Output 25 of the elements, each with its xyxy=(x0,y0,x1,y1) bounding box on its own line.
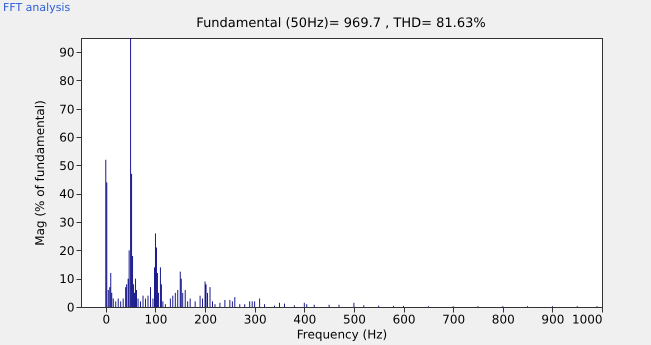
x-tick-label: 200 xyxy=(194,312,217,326)
x-axis-title: Frequency (Hz) xyxy=(296,328,388,342)
x-tick-label: 600 xyxy=(392,312,416,326)
y-tick-label: 20 xyxy=(59,244,74,258)
x-tick-label: 1000 xyxy=(572,312,602,326)
x-tick-label: 700 xyxy=(442,312,466,326)
x-tick-label: 800 xyxy=(492,312,515,326)
x-tick-label: 400 xyxy=(293,312,316,326)
x-tick-label: 100 xyxy=(144,312,168,326)
y-tick-label: 30 xyxy=(59,216,74,230)
y-tick-label: 60 xyxy=(59,130,74,145)
chart-title: Fundamental (50Hz)= 969.7 , THD= 81.63% xyxy=(196,16,486,31)
y-tick-label: 90 xyxy=(59,46,74,60)
y-tick-label: 40 xyxy=(59,187,74,202)
text: FFT analysis xyxy=(3,1,70,14)
x-tick-label: 300 xyxy=(244,312,267,326)
y-tick-label: 70 xyxy=(59,102,74,116)
y-tick-label: 0 xyxy=(66,300,74,314)
y-tick-label: 80 xyxy=(59,74,74,88)
x-tick-label: 900 xyxy=(541,312,564,326)
y-tick-label: 10 xyxy=(59,272,74,286)
x-tick-label: 500 xyxy=(342,312,366,326)
y-axis-title: Mag (% of fundamental) xyxy=(33,100,48,246)
x-tick-label: 0 xyxy=(102,312,110,326)
y-tick-label: 50 xyxy=(59,158,74,173)
